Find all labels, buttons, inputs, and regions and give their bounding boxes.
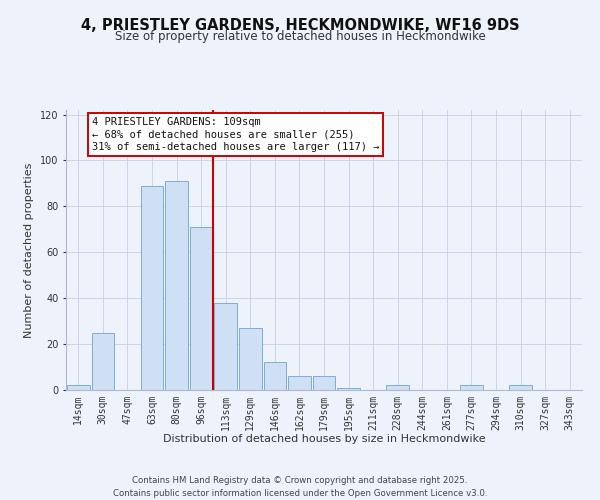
Bar <box>214 303 237 390</box>
Bar <box>288 376 311 390</box>
Bar <box>165 181 188 390</box>
Bar <box>509 386 532 390</box>
Bar <box>140 186 163 390</box>
Bar <box>386 386 409 390</box>
Text: 4, PRIESTLEY GARDENS, HECKMONDWIKE, WF16 9DS: 4, PRIESTLEY GARDENS, HECKMONDWIKE, WF16… <box>80 18 520 32</box>
Text: 4 PRIESTLEY GARDENS: 109sqm
← 68% of detached houses are smaller (255)
31% of se: 4 PRIESTLEY GARDENS: 109sqm ← 68% of det… <box>92 117 379 152</box>
Y-axis label: Number of detached properties: Number of detached properties <box>25 162 34 338</box>
Text: Size of property relative to detached houses in Heckmondwike: Size of property relative to detached ho… <box>115 30 485 43</box>
X-axis label: Distribution of detached houses by size in Heckmondwike: Distribution of detached houses by size … <box>163 434 485 444</box>
Bar <box>337 388 360 390</box>
Bar <box>67 386 89 390</box>
Bar <box>263 362 286 390</box>
Bar <box>460 386 483 390</box>
Bar <box>239 328 262 390</box>
Bar <box>190 227 212 390</box>
Bar <box>313 376 335 390</box>
Text: Contains HM Land Registry data © Crown copyright and database right 2025.
Contai: Contains HM Land Registry data © Crown c… <box>113 476 487 498</box>
Bar <box>92 332 114 390</box>
